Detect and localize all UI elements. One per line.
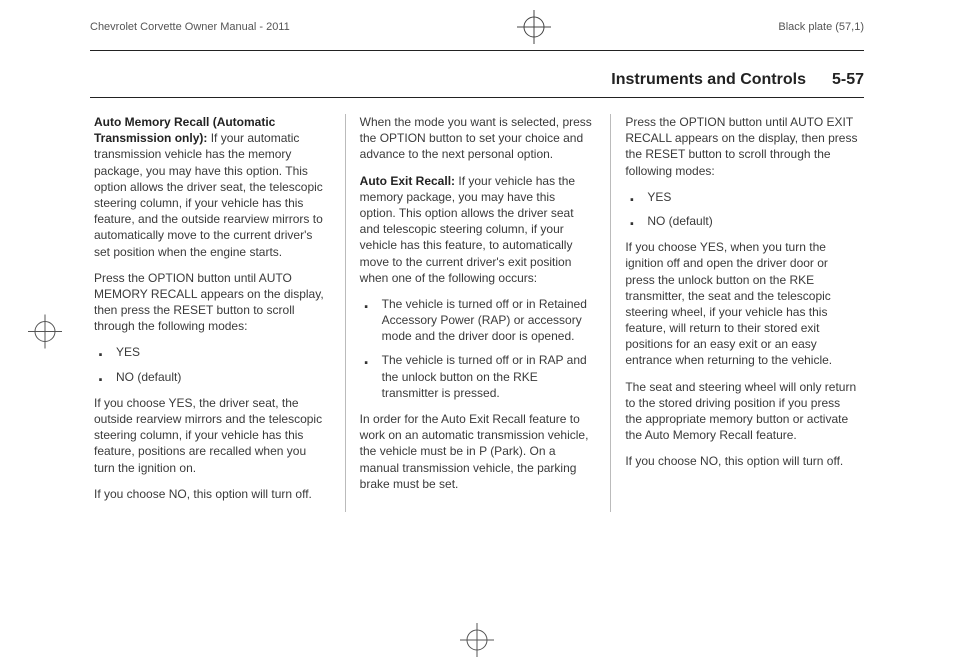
section-heading-row: Instruments and Controls 5-57 <box>90 51 864 98</box>
registration-mark-icon <box>517 10 551 44</box>
c1-p3: If you choose YES, the driver seat, the … <box>94 395 329 476</box>
column-1: Auto Memory Recall (Automatic Transmissi… <box>90 114 333 512</box>
c1-bullets: YES NO (default) <box>96 344 329 384</box>
registration-mark-left-icon <box>28 315 62 354</box>
c2-p2-bold: Auto Exit Recall: <box>360 174 455 188</box>
c3-p3: The seat and steering wheel will only re… <box>625 379 860 444</box>
plate-label: Black plate (57,1) <box>778 21 864 33</box>
c3-p2: If you choose YES, when you turn the ign… <box>625 239 860 369</box>
list-item: YES <box>627 189 860 205</box>
c2-p2-rest: If your vehicle has the memory package, … <box>360 174 575 285</box>
list-item: YES <box>96 344 329 360</box>
c2-p2: Auto Exit Recall: If your vehicle has th… <box>360 173 595 286</box>
c1-p4: If you choose NO, this option will turn … <box>94 486 329 502</box>
column-3: Press the OPTION button until AUTO EXIT … <box>610 114 864 512</box>
page-frame: Instruments and Controls 5-57 Auto Memor… <box>90 50 864 512</box>
list-item: The vehicle is turned off or in Retained… <box>362 296 595 345</box>
c3-p4: If you choose NO, this option will turn … <box>625 453 860 469</box>
c1-p1: Auto Memory Recall (Automatic Transmissi… <box>94 114 329 260</box>
c1-p2: Press the OPTION button until AUTO MEMOR… <box>94 270 329 335</box>
section-title: Instruments and Controls <box>611 71 806 89</box>
body-columns: Auto Memory Recall (Automatic Transmissi… <box>90 98 864 512</box>
page-number: 5-57 <box>832 71 864 89</box>
c3-p1: Press the OPTION button until AUTO EXIT … <box>625 114 860 179</box>
list-item: NO (default) <box>627 213 860 229</box>
c2-p3: In order for the Auto Exit Recall featur… <box>360 411 595 492</box>
list-item: NO (default) <box>96 369 329 385</box>
column-2: When the mode you want is selected, pres… <box>345 114 599 512</box>
c2-bullets: The vehicle is turned off or in Retained… <box>362 296 595 401</box>
c2-p1: When the mode you want is selected, pres… <box>360 114 595 163</box>
list-item: The vehicle is turned off or in RAP and … <box>362 352 595 401</box>
c1-p1-rest: If your automatic transmission vehicle h… <box>94 131 323 258</box>
registration-mark-bottom-icon <box>460 623 494 662</box>
manual-title: Chevrolet Corvette Owner Manual - 2011 <box>90 21 290 33</box>
print-header: Chevrolet Corvette Owner Manual - 2011 B… <box>0 0 954 50</box>
c3-bullets: YES NO (default) <box>627 189 860 229</box>
